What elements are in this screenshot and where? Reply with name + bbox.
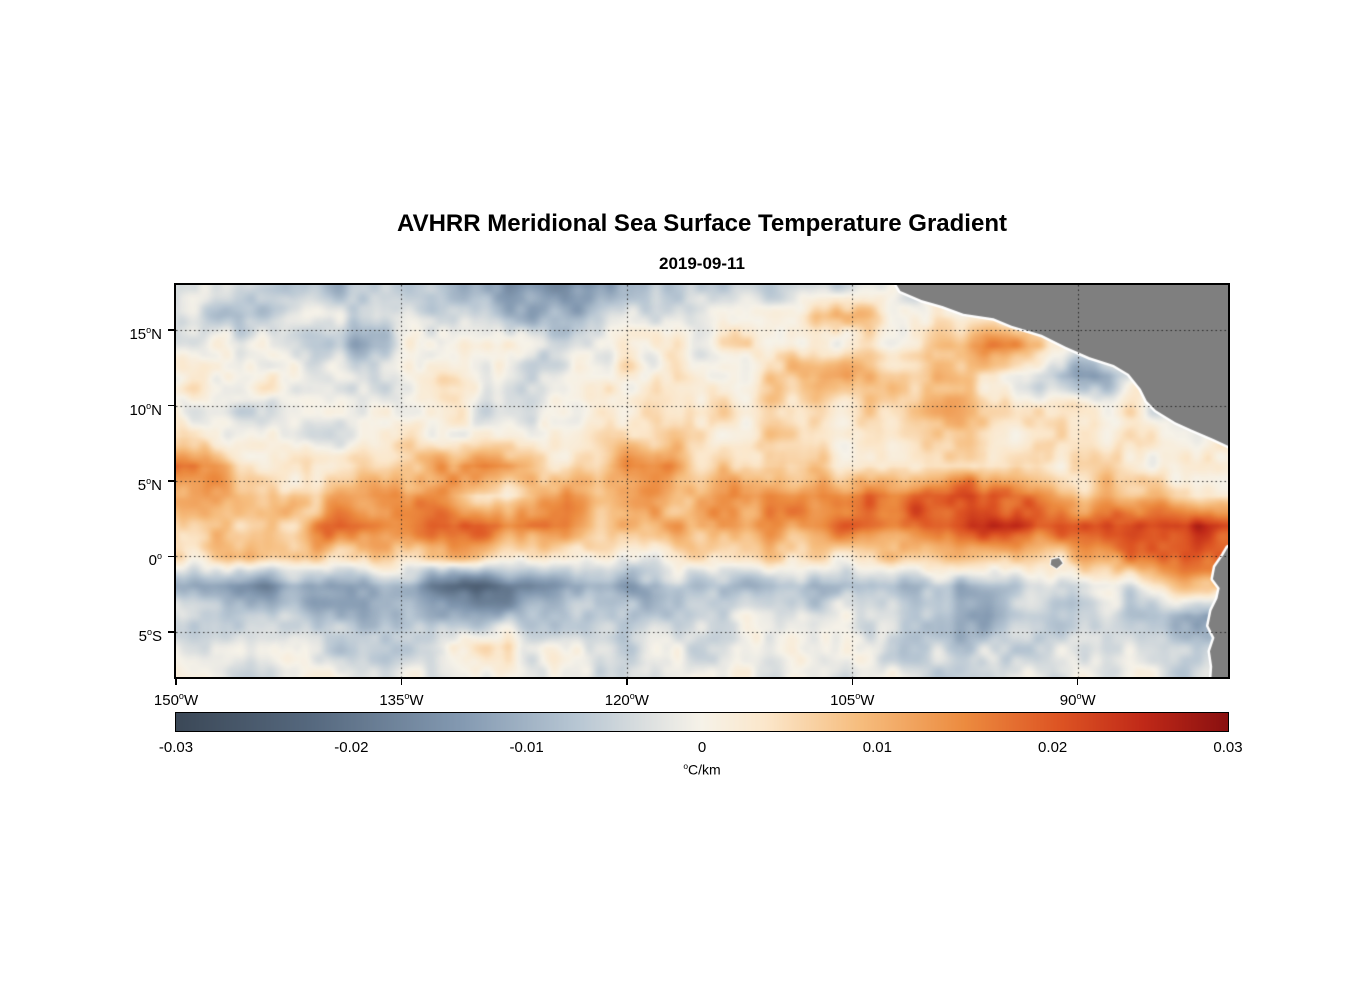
map-plot-area xyxy=(174,283,1230,679)
colorbar-tick-label: 0 xyxy=(697,739,707,756)
y-tick-label: 5oN xyxy=(137,476,162,494)
colorbar-tick-label: 0.02 xyxy=(1038,739,1068,756)
y-tick-label: 0o xyxy=(148,551,162,570)
y-tick-label: 10oN xyxy=(129,400,162,419)
colorbar-gradient xyxy=(176,713,1228,731)
y-tick-mark xyxy=(168,631,174,633)
x-tick-label: 135oW xyxy=(379,691,424,709)
x-tick-mark xyxy=(175,679,177,685)
x-tick-mark xyxy=(1076,679,1079,685)
y-tick-mark xyxy=(168,329,174,331)
colorbar xyxy=(175,712,1229,732)
chart-date-subtitle: 2019-09-11 xyxy=(658,254,746,273)
colorbar-tick-label: -0.01 xyxy=(509,739,544,756)
y-tick-label: 5oS xyxy=(138,626,162,645)
x-tick-label: 120oW xyxy=(604,691,649,709)
sst-gradient-heatmap xyxy=(176,285,1228,677)
colorbar-tick-label: 0.03 xyxy=(1213,739,1243,756)
x-tick-mark xyxy=(400,679,403,685)
colorbar-units-label: oC/km xyxy=(683,761,721,778)
colorbar-tick-label: 0.01 xyxy=(862,739,892,756)
colorbar-tick-label: -0.03 xyxy=(158,739,194,756)
y-tick-mark xyxy=(168,404,174,407)
y-tick-mark xyxy=(168,480,174,482)
x-tick-label: 150oW xyxy=(153,691,199,709)
x-tick-label: 90oW xyxy=(1059,691,1096,709)
chart-title: AVHRR Meridional Sea Surface Temperature… xyxy=(397,210,1007,237)
x-tick-mark xyxy=(626,679,628,685)
colorbar-tick-label: -0.02 xyxy=(334,739,369,756)
x-tick-label: 105oW xyxy=(830,691,875,709)
y-tick-label: 15oN xyxy=(129,325,162,344)
x-tick-mark xyxy=(851,679,854,685)
y-tick-mark xyxy=(168,555,174,558)
